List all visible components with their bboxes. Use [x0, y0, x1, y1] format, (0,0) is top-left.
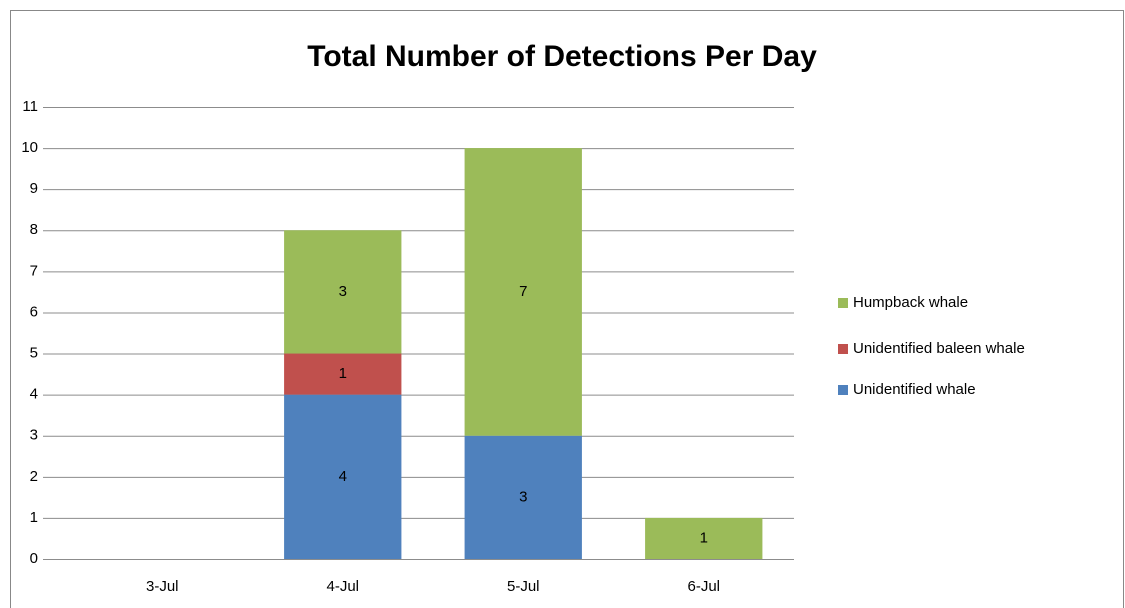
legend-swatch [838, 385, 848, 395]
data-label: 4 [339, 468, 347, 485]
bar-segment [284, 230, 402, 354]
legend-label: Humpback whale [853, 294, 968, 311]
chart-title: Total Number of Detections Per Day [307, 40, 817, 73]
y-tick-label: 0 [30, 550, 38, 567]
legend-label: Unidentified baleen whale [853, 340, 1025, 357]
x-tick-label: 5-Jul [507, 578, 540, 595]
bar-segment [284, 353, 402, 395]
bar-segment [464, 148, 582, 436]
y-tick-label: 4 [30, 386, 38, 403]
legend-swatch [838, 344, 848, 354]
data-label: 1 [700, 529, 708, 546]
data-label: 7 [519, 283, 527, 300]
x-tick-label: 6-Jul [687, 578, 720, 595]
bar-segment [464, 435, 582, 559]
y-tick-label: 5 [30, 345, 38, 362]
bar-segment [284, 394, 402, 559]
y-tick-label: 2 [30, 468, 38, 485]
data-label: 3 [339, 283, 347, 300]
y-tick-label: 9 [30, 180, 38, 197]
legend-label: Unidentified whale [853, 381, 976, 398]
y-tick-label: 10 [21, 139, 38, 156]
x-tick-label: 4-Jul [326, 578, 359, 595]
y-tick-label: 8 [30, 221, 38, 238]
y-tick-label: 11 [22, 98, 38, 115]
y-tick-label: 3 [30, 427, 38, 444]
x-tick-label: 3-Jul [146, 578, 179, 595]
bar-segment [645, 517, 763, 559]
y-tick-label: 1 [30, 509, 38, 526]
data-label: 1 [339, 365, 347, 382]
y-tick-label: 6 [30, 303, 38, 320]
legend-swatch [838, 298, 848, 308]
data-label: 3 [519, 488, 527, 505]
y-tick-label: 7 [30, 262, 38, 279]
